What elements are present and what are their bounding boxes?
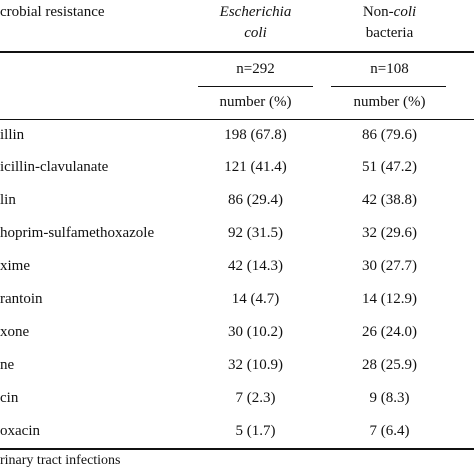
units-rule: [0, 119, 474, 120]
unit-noncoli: number (%): [353, 94, 426, 110]
antibiotic-label: oxacin: [0, 423, 40, 439]
noncoli-value: 26 (24.0): [362, 324, 417, 340]
ecoli-value: 42 (14.3): [228, 258, 283, 274]
count-rule-noncoli: [331, 86, 446, 87]
noncoli-value: 51 (47.2): [362, 159, 417, 175]
antibiotic-label: rantoin: [0, 291, 43, 307]
noncoli-value: 42 (38.8): [362, 192, 417, 208]
count-rule-ecoli: [198, 86, 313, 87]
antibiotic-label: lin: [0, 192, 16, 208]
column-header-noncoli-line1: Non-coli: [362, 4, 417, 20]
table-footnote: rinary tract infections: [0, 453, 121, 468]
count-noncoli: n=108: [370, 61, 409, 77]
count-ecoli: n=292: [236, 61, 275, 77]
noncoli-value: 9 (8.3): [369, 390, 410, 406]
column-header-resistance: crobial resistance: [0, 4, 105, 20]
antibiotic-label: ne: [0, 357, 15, 373]
antibiotic-label: xone: [0, 324, 30, 340]
bottom-rule: [0, 448, 474, 450]
ecoli-value: 121 (41.4): [224, 159, 287, 175]
noncoli-value: 14 (12.9): [362, 291, 417, 307]
ecoli-value: 32 (10.9): [228, 357, 283, 373]
unit-ecoli: number (%): [219, 94, 292, 110]
antibiotic-label: hoprim-sulfamethoxazole: [0, 225, 155, 241]
ecoli-value: 14 (4.7): [231, 291, 280, 307]
antibiotic-label: xime: [0, 258, 30, 274]
ecoli-value: 198 (67.8): [224, 127, 287, 143]
noncoli-value: 30 (27.7): [362, 258, 417, 274]
header-rule: [0, 51, 474, 53]
noncoli-value: 7 (6.4): [369, 423, 410, 439]
ecoli-value: 5 (1.7): [235, 423, 276, 439]
ecoli-value: 7 (2.3): [235, 390, 276, 406]
column-header-ecoli-line2: coli: [244, 25, 267, 41]
ecoli-value: 86 (29.4): [228, 192, 283, 208]
noncoli-value: 86 (79.6): [362, 127, 417, 143]
column-header-ecoli-line1: Escherichia: [219, 4, 292, 20]
column-header-noncoli-line2: bacteria: [365, 25, 414, 41]
ecoli-value: 92 (31.5): [228, 225, 283, 241]
noncoli-value: 32 (29.6): [362, 225, 417, 241]
antibiotic-label: icillin-clavulanate: [0, 159, 109, 175]
ecoli-value: 30 (10.2): [228, 324, 283, 340]
antibiotic-label: illin: [0, 127, 25, 143]
antibiotic-label: cin: [0, 390, 19, 406]
noncoli-value: 28 (25.9): [362, 357, 417, 373]
